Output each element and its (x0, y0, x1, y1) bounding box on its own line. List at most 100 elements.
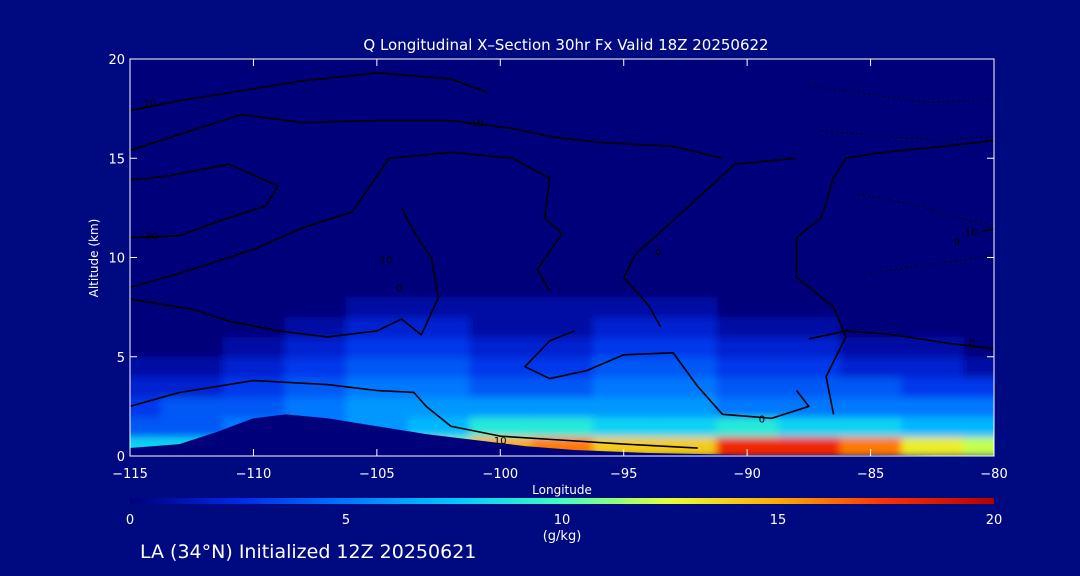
moisture-cell (901, 356, 965, 378)
contour-label: 0 (655, 248, 661, 259)
moisture-cell (716, 416, 779, 438)
moisture-cell (407, 336, 471, 358)
dashed-contour (821, 129, 994, 141)
moisture-cell (901, 336, 965, 358)
terrain-layer (130, 414, 994, 456)
moisture-cell (284, 317, 347, 338)
temperature-contour (130, 151, 563, 292)
moisture-cell (469, 396, 533, 418)
moisture-cell (130, 376, 162, 398)
moisture-cell (654, 317, 718, 338)
moisture-cell (222, 396, 286, 418)
moisture-cell (839, 416, 903, 438)
moisture-cell (407, 416, 471, 438)
contour-label: 0 (954, 238, 960, 249)
moisture-cell (778, 376, 841, 398)
moisture-cell (222, 336, 286, 358)
moisture-cell (654, 297, 718, 319)
moisture-cell (778, 416, 841, 438)
moisture-cell (531, 317, 594, 338)
contour-label: -20 (142, 232, 158, 243)
x-tick-label: −105 (359, 467, 395, 482)
contour-label: 0 (759, 414, 765, 425)
moisture-cell (654, 396, 718, 418)
moisture-cell (284, 336, 347, 358)
moisture-cell (592, 336, 656, 358)
moisture-cell (592, 376, 656, 398)
moisture-cell (407, 317, 471, 338)
moisture-cell (531, 336, 594, 358)
colorbar-tick-label: 20 (986, 513, 1003, 528)
moisture-cell (963, 416, 994, 438)
moisture-cell (346, 396, 409, 418)
x-tick-label: −115 (112, 467, 148, 482)
dashed-contour (870, 253, 994, 274)
x-axis-ticks: −115 −110 −105 −100 −95 −90 −85 −80 (112, 59, 1008, 482)
moisture-cell (654, 336, 718, 358)
contour-label: 10 (494, 436, 507, 447)
colorbar (130, 498, 994, 504)
moisture-cell (469, 416, 533, 438)
contour-label: -10 (467, 119, 483, 130)
moisture-cell (407, 356, 471, 378)
moisture-cell (469, 317, 533, 338)
colorbar-tick-label: 10 (554, 513, 571, 528)
y-tick-label: 20 (108, 53, 125, 68)
moisture-cell (592, 396, 656, 418)
contour-label: -10 (961, 228, 977, 239)
temperature-contour (130, 207, 440, 338)
moisture-cell (716, 317, 779, 338)
colorbar-tick-label: 0 (126, 513, 134, 528)
moisture-cell (222, 376, 286, 398)
contour-label: 0 (396, 283, 402, 294)
moisture-cell (963, 376, 994, 398)
moisture-cell (160, 416, 224, 438)
moisture-cell (531, 396, 594, 418)
temperature-contour (981, 228, 994, 233)
contour-label: 10 (143, 99, 156, 110)
x-tick-label: −80 (980, 467, 1007, 482)
x-axis-label: Longitude (532, 483, 592, 497)
moisture-cell (346, 356, 409, 378)
y-tick-label: 15 (108, 152, 125, 167)
dashed-contour (858, 193, 994, 227)
x-tick-label: −95 (610, 467, 637, 482)
y-tick-label: 10 (108, 252, 125, 267)
y-axis-ticks: 0 5 10 15 20 (108, 53, 994, 465)
x-tick-label: −85 (857, 467, 884, 482)
colorbar-tick-label: 5 (342, 513, 350, 528)
moisture-cell (592, 356, 656, 378)
moisture-cell (901, 376, 965, 398)
moisture-cell (839, 396, 903, 418)
moisture-cell (592, 317, 656, 338)
moisture-cell (284, 376, 347, 398)
y-axis-label: Altitude (km) (87, 219, 101, 298)
moisture-cell (130, 396, 162, 418)
moisture-cell (654, 436, 718, 456)
moisture-cell (469, 376, 533, 398)
moisture-cell (901, 436, 965, 456)
moisture-cell (592, 416, 656, 438)
moisture-cell (963, 436, 994, 456)
colorbar-tick-label: 15 (770, 513, 787, 528)
moisture-cell (963, 356, 994, 378)
moisture-cell (531, 416, 594, 438)
moisture-cell (654, 376, 718, 398)
moisture-cell (531, 376, 594, 398)
moisture-cell (901, 396, 965, 418)
temperature-contour (130, 72, 489, 112)
moisture-cell (716, 396, 779, 418)
x-tick-label: −110 (236, 467, 272, 482)
temperature-contour (808, 330, 994, 350)
moisture-cell (346, 336, 409, 358)
moisture-cell (346, 376, 409, 398)
moisture-cell (592, 297, 656, 319)
moisture-cell (778, 436, 841, 456)
moisture-cell (839, 356, 903, 378)
moisture-cell (716, 336, 779, 358)
moisture-cell (716, 356, 779, 378)
moisture-cell (407, 297, 471, 319)
chart-title: Q Longitudinal X–Section 30hr Fx Valid 1… (363, 36, 768, 54)
